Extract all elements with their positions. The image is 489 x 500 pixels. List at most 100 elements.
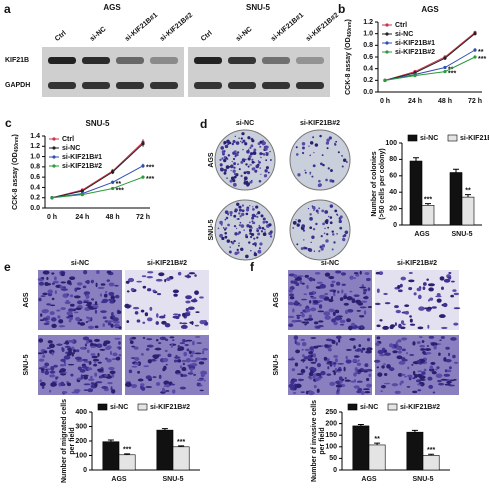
cell xyxy=(333,355,338,358)
colony xyxy=(238,137,240,139)
cell xyxy=(374,302,381,306)
cell xyxy=(60,358,66,362)
colony xyxy=(236,251,240,254)
cell xyxy=(172,389,176,394)
cell xyxy=(46,303,51,306)
cell xyxy=(76,282,83,286)
cell xyxy=(293,335,299,340)
x-tick-label: SNU-5 xyxy=(451,231,472,238)
cell xyxy=(318,320,324,323)
cell xyxy=(202,348,209,351)
cell xyxy=(95,381,103,384)
cell xyxy=(172,289,179,294)
cell xyxy=(79,368,86,373)
cell xyxy=(426,278,429,281)
significance-label: *** xyxy=(146,165,154,172)
colony xyxy=(250,250,252,252)
cell xyxy=(145,375,152,380)
series-line xyxy=(384,49,476,81)
colony xyxy=(243,229,245,231)
colony xyxy=(232,182,237,187)
colony xyxy=(245,158,247,161)
cell xyxy=(437,379,442,383)
cell xyxy=(397,339,402,343)
colony xyxy=(265,166,269,170)
cell xyxy=(39,379,42,383)
cell xyxy=(326,373,332,376)
cell xyxy=(149,306,153,311)
cell xyxy=(449,379,455,382)
y-tick-label: 200 xyxy=(75,438,87,445)
y-tick-label: 0.6 xyxy=(363,54,373,61)
cell xyxy=(90,279,95,284)
cell xyxy=(302,354,305,358)
cell xyxy=(392,350,398,354)
colony xyxy=(251,139,255,143)
column-label: si-NC xyxy=(321,260,339,267)
cell xyxy=(452,289,457,292)
cell xyxy=(143,365,150,368)
cell xyxy=(109,370,116,375)
cell xyxy=(366,347,373,351)
cell xyxy=(97,368,104,372)
cell xyxy=(82,374,89,377)
x-tick-label: AGS xyxy=(111,476,127,483)
cell xyxy=(66,311,73,316)
cell xyxy=(404,304,410,308)
colony xyxy=(233,224,237,228)
cell xyxy=(94,325,99,329)
cell xyxy=(196,342,202,344)
cell xyxy=(64,293,68,297)
cell xyxy=(102,323,105,327)
cell xyxy=(164,349,168,353)
colony xyxy=(246,171,251,175)
cell xyxy=(343,302,349,306)
colony xyxy=(232,139,236,144)
cell xyxy=(66,316,71,319)
error-bar xyxy=(428,453,435,456)
colony xyxy=(228,165,231,168)
cell xyxy=(106,358,112,363)
cell xyxy=(428,384,434,389)
cell xyxy=(84,343,88,347)
legend-label: si-KIF21B#1 xyxy=(62,154,102,161)
colony xyxy=(264,228,266,231)
cell xyxy=(409,353,415,356)
cell xyxy=(335,335,342,340)
cell xyxy=(83,383,91,386)
colony xyxy=(261,141,266,146)
cell xyxy=(38,338,44,343)
colony xyxy=(257,232,261,236)
cell xyxy=(49,311,55,316)
colony xyxy=(303,239,305,241)
cell xyxy=(394,390,401,394)
row-label: AGS xyxy=(273,292,280,308)
cell xyxy=(394,305,399,309)
cell xyxy=(448,366,452,370)
cell xyxy=(111,358,117,361)
y-tick-label: 1.0 xyxy=(363,31,373,38)
panel-letter: f xyxy=(250,260,255,274)
colony xyxy=(219,158,222,162)
cell xyxy=(91,298,95,301)
colony xyxy=(331,179,335,183)
dish xyxy=(214,199,276,261)
colony xyxy=(241,158,246,162)
colony xyxy=(230,176,235,181)
cell xyxy=(125,382,132,387)
legend-label: si-NC xyxy=(62,145,80,152)
y-tick-label: 0 xyxy=(333,467,337,474)
cell xyxy=(64,345,71,348)
cell xyxy=(300,391,305,393)
cell xyxy=(439,276,445,281)
colony xyxy=(309,213,312,216)
error-bar xyxy=(411,429,418,433)
cell xyxy=(132,306,140,310)
colony xyxy=(237,233,240,235)
significance-label: *** xyxy=(123,447,131,454)
cell xyxy=(426,345,429,347)
error-bar xyxy=(453,168,459,173)
colony xyxy=(318,250,321,253)
colony xyxy=(229,179,233,183)
cell xyxy=(113,299,116,303)
